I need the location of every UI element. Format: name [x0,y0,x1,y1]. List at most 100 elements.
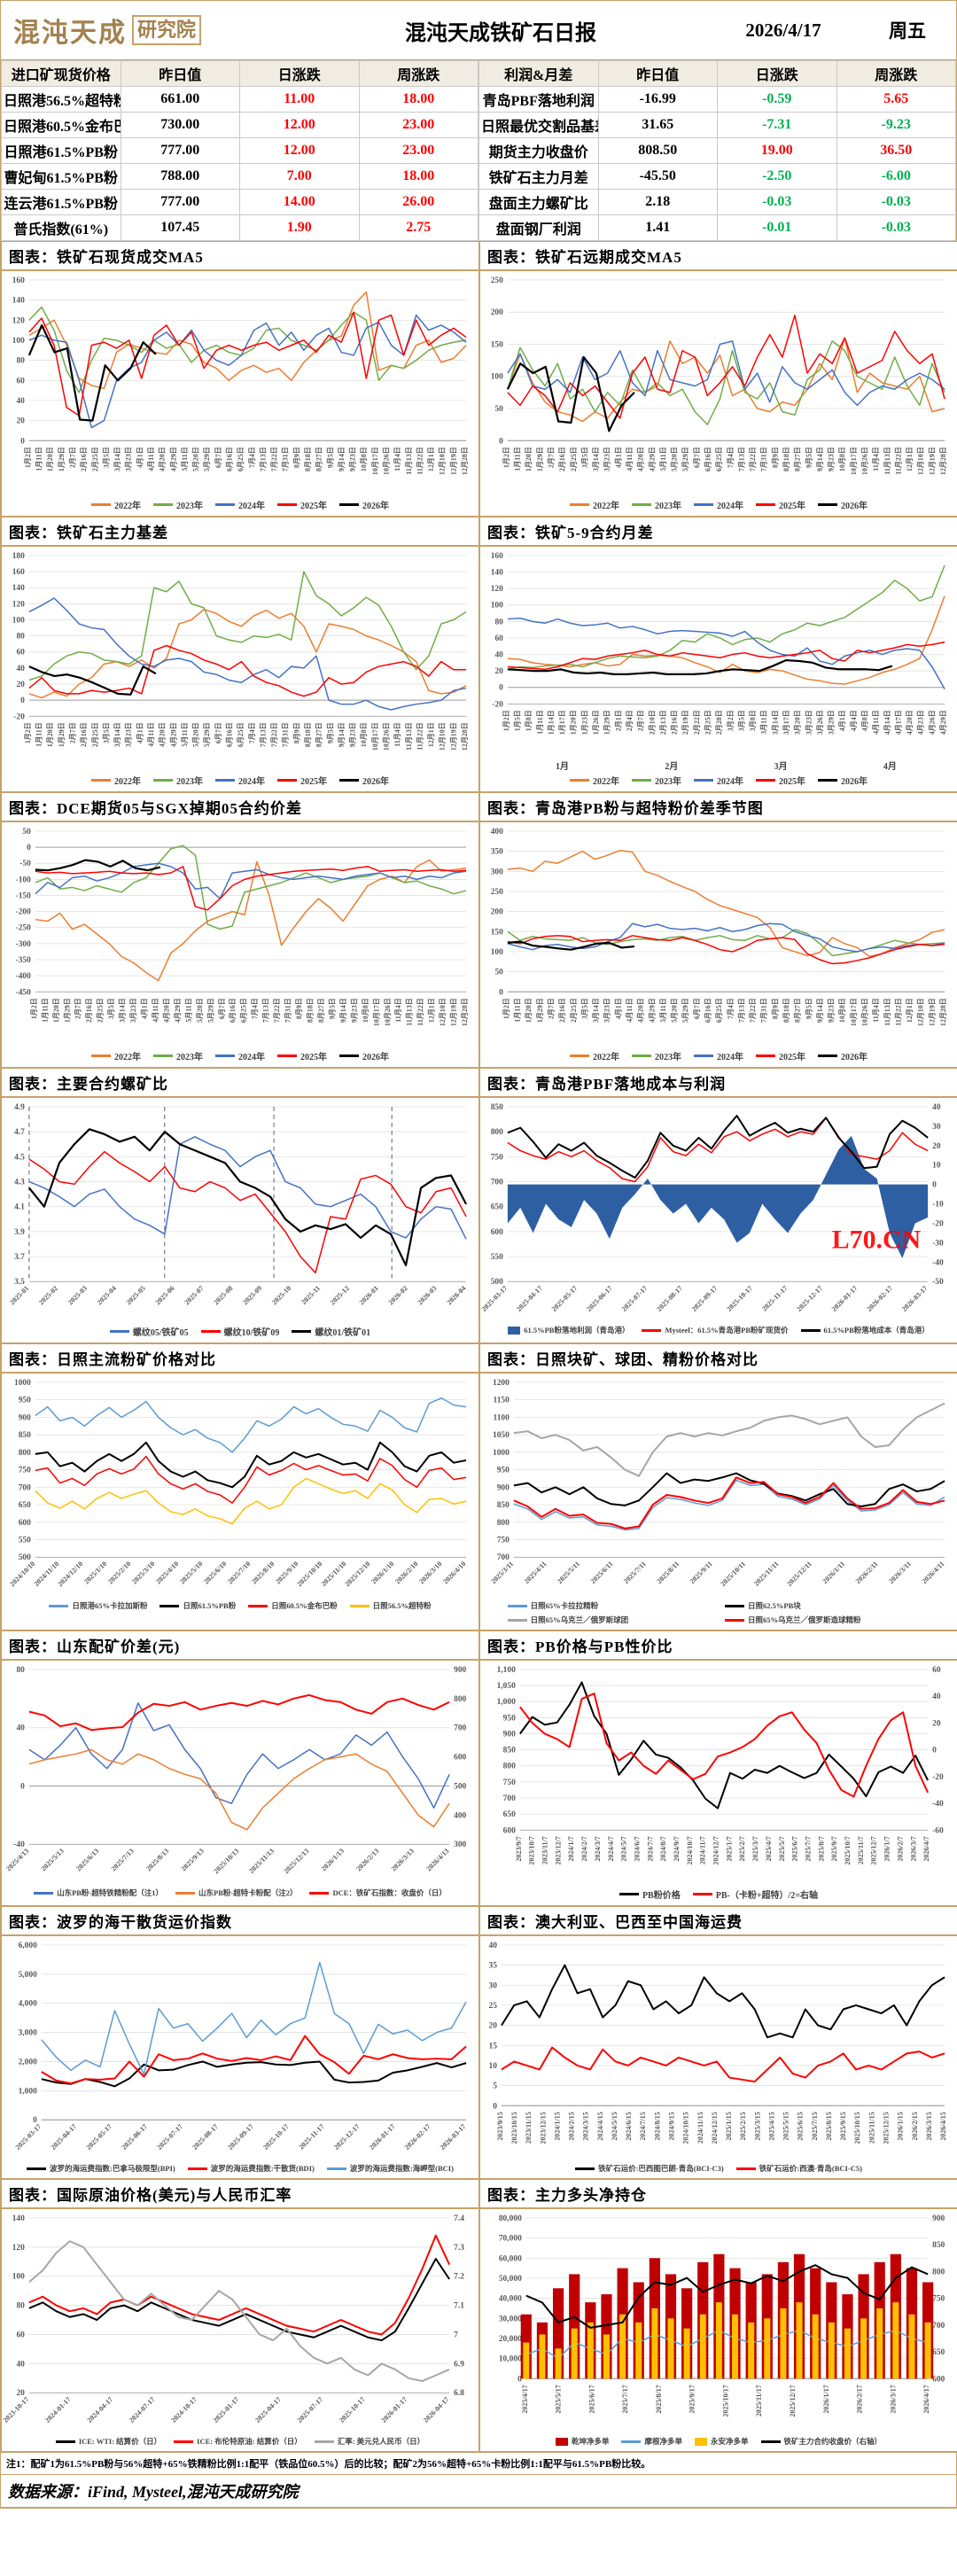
svg-text:40,000: 40,000 [499,2295,522,2304]
svg-text:2024/5/7: 2024/5/7 [620,1836,628,1861]
svg-text:850: 850 [19,1431,31,1440]
svg-text:2025-04-17: 2025-04-17 [515,1284,544,1313]
svg-text:2024-04-17: 2024-04-17 [85,2396,114,2425]
svg-text:2026/3/15: 2026/3/15 [925,2113,933,2141]
legend-item: 2023年 [153,1049,203,1062]
svg-text:9月5日: 9月5日 [805,447,813,468]
svg-text:2025-03: 2025-03 [66,1284,89,1306]
svg-text:40: 40 [16,665,25,673]
svg-text:3月23日: 3月23日 [125,447,133,471]
row-value: 808.50 [597,137,718,164]
svg-text:12月28日: 12月28日 [461,998,469,1026]
svg-text:5月11日: 5月11日 [181,722,189,746]
legend-item: 2024年 [215,774,265,787]
svg-text:80: 80 [494,618,503,626]
svg-text:-20: -20 [492,700,503,709]
svg-text:2023/11/15: 2023/11/15 [525,2113,533,2144]
chart-title: 图表：铁矿石远期成交MA5 [480,242,957,271]
svg-text:3月5日: 3月5日 [102,447,110,468]
svg-text:1月11日: 1月11日 [536,710,544,734]
svg-text:650: 650 [932,2348,945,2357]
legend-label: 螺纹05/铁矿05 [132,1328,189,1339]
svg-text:10月26日: 10月26日 [861,447,869,475]
table-row: 盘面主力螺矿比 2.18 -0.03 -0.03 [478,189,956,215]
table-row: 连云港61.5%PB粉 777.00 14.00 26.00 [1,189,478,215]
svg-text:2026/1/10: 2026/1/10 [370,1560,395,1585]
legend-item: 2024年 [215,498,265,511]
svg-text:11月13日: 11月13日 [883,447,891,474]
svg-text:8月27日: 8月27日 [315,722,323,747]
legend-swatch [339,503,359,507]
chart-panel-5: 图表：DCE期货05与SGX掉期05合约价差 50 0 -50 -100 -150 -200… [1,792,479,1069]
svg-text:120: 120 [12,2244,25,2253]
legend-swatch [326,2167,346,2170]
svg-text:3月20日: 3月20日 [794,710,802,735]
svg-text:12月19日: 12月19日 [450,998,458,1026]
svg-text:2025-03-17: 2025-03-17 [480,1284,509,1313]
report-weekday: 周五 [889,20,926,42]
svg-text:180: 180 [12,552,25,561]
svg-text:2023/12/15: 2023/12/15 [539,2113,547,2144]
svg-text:8月9日: 8月9日 [295,998,303,1019]
legend-swatch [756,779,775,782]
legend-item: 乾坤净多单 [555,2436,609,2447]
row-value: 14.00 [239,189,360,215]
chart-canvas: 500-50-100-150-200-250-300-350-400-4501月… [16,828,469,1026]
svg-text:2月16日: 2月16日 [558,998,566,1023]
svg-text:5月20日: 5月20日 [196,998,204,1023]
svg-text:2026-03-17: 2026-03-17 [439,2123,468,2152]
svg-text:6月25日: 6月25日 [715,447,723,471]
legend-item: 波罗的海运费指数:巴拿马极限型(BPI) [27,2163,175,2174]
legend-label: 2025年 [779,777,805,788]
legend-label: 铁矿石运价:西澳-青岛(BCI-C5) [759,2164,862,2174]
chart-panel-11: 图表：山东配矿价差(元) 80 40 0 -40 900 800 700 600 500 400 30… [1,1630,479,1907]
svg-text:12月19日: 12月19日 [928,998,936,1026]
legend-item: 2022年 [91,498,141,511]
svg-text:2023/9/15: 2023/9/15 [496,2113,504,2141]
svg-text:12月19日: 12月19日 [449,447,457,475]
column-header: 日涨跌 [239,60,360,87]
svg-text:7月13日: 7月13日 [262,998,270,1023]
legend-label: 2026年 [362,777,389,788]
svg-text:5月11日: 5月11日 [181,447,189,471]
legend-label: 2024年 [717,777,743,788]
chart-legend: 螺纹05/铁矿05 螺纹10/铁矿09 螺纹01/铁矿01 [2,1324,478,1342]
svg-text:2026/3/10: 2026/3/10 [417,1560,443,1585]
svg-text:10月8日: 10月8日 [360,722,368,747]
svg-text:2025/12/11: 2025/12/11 [785,1560,813,1588]
chart-title: 图表：主力多头净持仓 [480,2180,957,2210]
legend-swatch [277,779,297,782]
row-value: -0.59 [717,86,837,113]
svg-text:2026/2/11: 2026/2/11 [854,1560,880,1585]
legend-item: PB-（卡粉+超特）/2=右轴 [692,1887,818,1901]
svg-text:-200: -200 [16,908,32,917]
svg-text:850: 850 [932,2242,945,2251]
legend-swatch [215,779,235,782]
svg-text:9月5日: 9月5日 [328,998,336,1019]
svg-text:2025/5/17: 2025/5/17 [555,2385,563,2414]
legend-item: 日照56.5%超特粉 [349,1600,432,1611]
svg-text:2月16日: 2月16日 [558,447,566,471]
svg-text:400: 400 [454,1812,466,1821]
svg-text:80: 80 [16,2302,25,2311]
svg-text:2026-01-17: 2026-01-17 [830,1284,860,1313]
legend-swatch [27,2167,47,2170]
svg-text:2025-10-17: 2025-10-17 [338,2396,367,2425]
row-label: 连云港61.5%PB粉 [1,189,121,215]
svg-text:2025-06: 2025-06 [154,1284,176,1306]
legend-swatch [174,2440,194,2443]
svg-text:40: 40 [16,1724,25,1733]
table-row: 期货主力收盘价 808.50 19.00 36.50 [478,137,956,164]
svg-text:850: 850 [503,1747,516,1755]
svg-text:100: 100 [12,2273,25,2282]
svg-text:700: 700 [19,1483,31,1492]
legend-swatch [153,503,173,507]
svg-text:2025/4/11: 2025/4/11 [523,1560,549,1585]
svg-text:1月17日: 1月17日 [558,710,566,735]
watermark: L70.CN [832,1226,922,1255]
svg-text:2026/3/17: 2026/3/17 [889,2385,897,2414]
column-header: 昨日值 [120,60,240,87]
svg-text:7月22日: 7月22日 [749,998,757,1023]
svg-text:7.4: 7.4 [454,2214,464,2223]
